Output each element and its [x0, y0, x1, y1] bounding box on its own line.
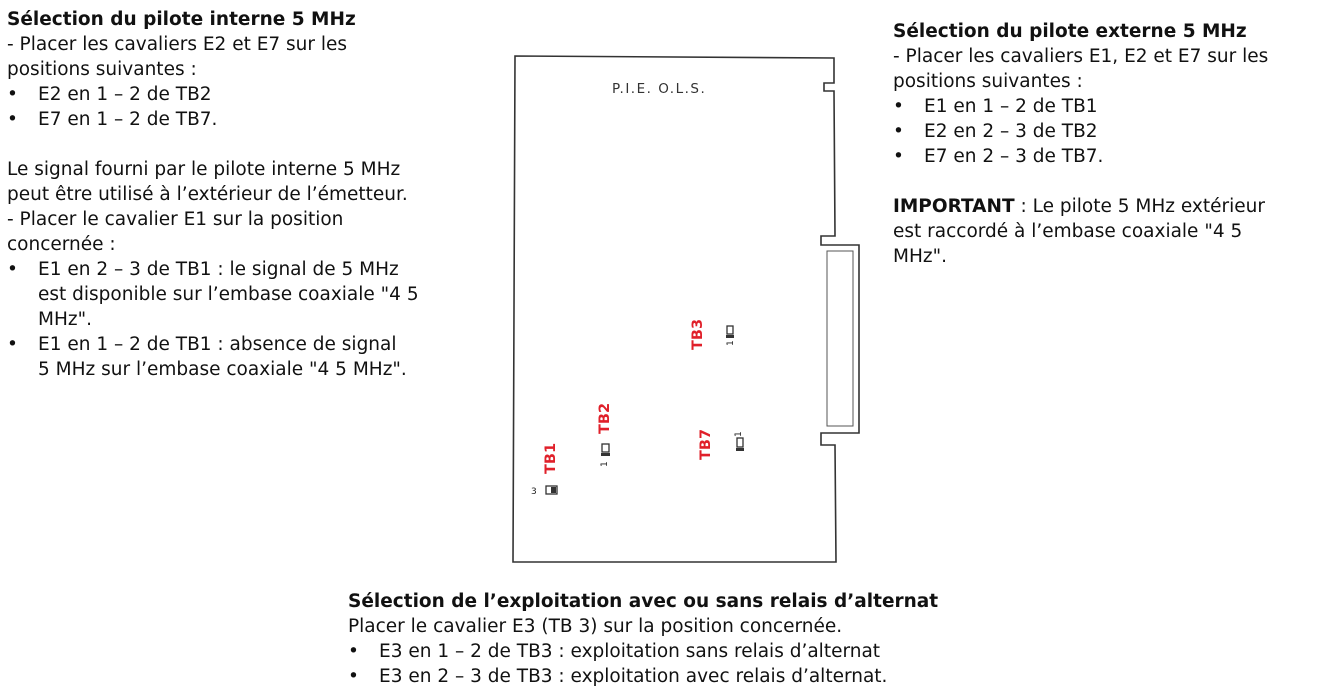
important-label: IMPORTANT [893, 196, 1015, 217]
internal-pilot-intro-line-1: - Placer les cavaliers E2 et E7 sur les [7, 34, 348, 55]
tb2-jumper-base [601, 453, 610, 456]
tb3-jumper [726, 325, 734, 335]
internal-pilot-intro-line-2: positions suivantes : [7, 59, 197, 80]
e1-option-2-line-2: 5 MHz sur l’embase coaxiale "4 5 MHz". [38, 359, 407, 380]
external-pilot-intro-line-2: positions suivantes : [893, 71, 1083, 92]
tb2-label: TB2 [597, 403, 613, 434]
signal-text-line-3: - Placer le cavalier E1 sur la position [7, 209, 344, 230]
important-note-line-3: MHz". [893, 246, 947, 267]
tb7-jumper-base [736, 448, 744, 451]
list-item: E2 en 2 – 3 de TB2 [893, 119, 1333, 144]
important-text-1: : Le pilote 5 MHz extérieur [1014, 196, 1265, 217]
list-item: E7 en 1 – 2 de TB7. [7, 107, 477, 132]
important-note-line-1: IMPORTANT : Le pilote 5 MHz extérieur [893, 194, 1333, 219]
internal-pilot-title: Sélection du pilote interne 5 MHz [7, 9, 356, 30]
list-item: E3 en 2 – 3 de TB3 : exploitation avec r… [348, 664, 1048, 689]
signal-text-line-1: Le signal fourni par le pilote interne 5… [7, 159, 401, 180]
external-pilot-section: Sélection du pilote externe 5 MHz - Plac… [893, 19, 1333, 269]
board-diagram: P.I.E. O.L.S. TB3 1 TB2 1 TB7 1 TB1 3 [440, 40, 885, 587]
relay-title: Sélection de l’exploitation avec ou sans… [348, 591, 939, 612]
e1-options-list: E1 en 2 – 3 de TB1 : le signal de 5 MHz … [7, 257, 477, 382]
list-item: E2 en 1 – 2 de TB2 [7, 82, 477, 107]
tb3-jumper-base [726, 335, 734, 338]
tb3-pin-number: 1 [726, 340, 736, 346]
relay-intro: Placer le cavalier E3 (TB 3) sur la posi… [348, 616, 843, 637]
relay-section: Sélection de l’exploitation avec ou sans… [348, 589, 1048, 689]
important-note-line-2: est raccordé à l’embase coaxiale "4 5 [893, 221, 1243, 242]
signal-text-line-4: concernée : [7, 234, 116, 255]
signal-text-line-2: peut être utilisé à l’extérieur de l’éme… [7, 184, 408, 205]
list-item: E3 en 1 – 2 de TB3 : exploitation sans r… [348, 639, 1048, 664]
e1-option-1-line-2: est disponible sur l’embase coaxiale "4 … [38, 284, 419, 305]
connector-inner [826, 250, 854, 427]
tb1-jumper [545, 485, 558, 495]
list-item: E1 en 2 – 3 de TB1 : le signal de 5 MHz … [7, 257, 477, 332]
board-outline [512, 55, 860, 563]
board-diagram-svg: P.I.E. O.L.S. TB3 1 TB2 1 TB7 1 TB1 3 [440, 55, 860, 581]
external-pilot-intro-line-1: - Placer les cavaliers E1, E2 et E7 sur … [893, 46, 1269, 67]
internal-pilot-section: Sélection du pilote interne 5 MHz - Plac… [7, 7, 477, 382]
list-item: E1 en 1 – 2 de TB1 [893, 94, 1333, 119]
e1-option-1-line-3: MHz". [38, 309, 92, 330]
internal-pilot-positions-list: E2 en 1 – 2 de TB2 E7 en 1 – 2 de TB7. [7, 82, 477, 132]
tb7-label: TB7 [698, 429, 714, 460]
external-pilot-title: Sélection du pilote externe 5 MHz [893, 21, 1247, 42]
e1-option-1-line-1: E1 en 2 – 3 de TB1 : le signal de 5 MHz [38, 259, 399, 280]
tb2-jumper [601, 443, 610, 453]
relay-options-list: E3 en 1 – 2 de TB3 : exploitation sans r… [348, 639, 1048, 689]
tb1-pin-number: 3 [531, 487, 537, 497]
board-label: P.I.E. O.L.S. [612, 81, 706, 97]
external-pilot-positions-list: E1 en 1 – 2 de TB1 E2 en 2 – 3 de TB2 E7… [893, 94, 1333, 169]
tb7-jumper [736, 437, 744, 448]
tb2-pin-number: 1 [600, 461, 610, 467]
list-item: E7 en 2 – 3 de TB7. [893, 144, 1333, 169]
tb3-label: TB3 [690, 319, 706, 350]
tb7-pin-number: 1 [734, 431, 744, 437]
list-item: E1 en 1 – 2 de TB1 : absence de signal 5… [7, 332, 477, 382]
e1-option-2-line-1: E1 en 1 – 2 de TB1 : absence de signal [38, 334, 397, 355]
tb1-label: TB1 [543, 443, 559, 474]
tb1-jumper-fill [551, 487, 556, 493]
